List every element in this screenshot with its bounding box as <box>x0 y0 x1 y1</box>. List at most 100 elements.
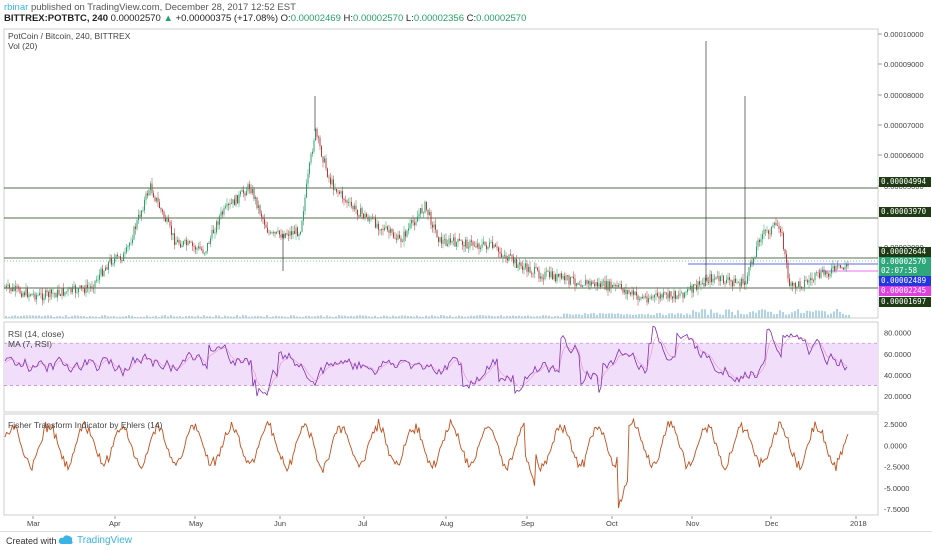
candle-body <box>393 232 394 238</box>
candle-body <box>168 218 169 222</box>
volume-bar <box>578 314 580 318</box>
candle-body <box>10 288 12 292</box>
candle-body <box>15 286 16 291</box>
candle-body <box>196 247 198 250</box>
candle-body <box>406 230 408 237</box>
chart-area[interactable]: 0.00010000 0.00009000 0.00008000 0.00007000… <box>0 26 932 531</box>
candle-body <box>63 288 64 296</box>
candle-body <box>33 293 34 295</box>
volume-bar <box>782 311 784 318</box>
volume-bar <box>617 313 619 318</box>
candle-body <box>561 273 562 279</box>
candle-body <box>402 241 403 242</box>
candle-body <box>226 204 228 207</box>
candle-body <box>159 202 160 209</box>
candle-body <box>777 225 778 226</box>
candle-body <box>349 201 351 203</box>
time-axis-label: Mar <box>27 519 40 528</box>
volume-bar <box>737 310 739 318</box>
tradingview-logo[interactable]: TradingView <box>58 534 132 546</box>
volume-bar <box>656 313 658 318</box>
volume-bar <box>77 315 79 318</box>
volume-bar <box>527 315 529 318</box>
candle-body <box>244 193 246 196</box>
candle-body <box>133 226 135 240</box>
volume-bar <box>371 316 373 318</box>
candle-body <box>100 268 102 275</box>
candle-body <box>583 285 585 286</box>
candle-body <box>99 274 100 280</box>
volume-bar <box>401 315 403 318</box>
candle-body <box>42 293 43 301</box>
volume-bar <box>299 316 301 318</box>
candle-body <box>801 286 802 288</box>
candle-body <box>598 283 600 287</box>
candle-body <box>684 292 685 298</box>
volume-bar <box>764 309 766 318</box>
volume-bar <box>389 316 391 318</box>
volume-bar <box>506 315 508 318</box>
volume-bar <box>788 314 790 318</box>
chart-canvas[interactable]: 0.00010000 0.00009000 0.00008000 0.00007000… <box>0 26 932 531</box>
price-axis-label: 0.00006000 <box>884 151 924 160</box>
volume-bar <box>539 316 541 318</box>
candle-body <box>126 247 127 253</box>
candle-body <box>844 266 846 270</box>
volume-bar <box>797 309 799 318</box>
candle-body <box>805 280 807 281</box>
author-link[interactable]: rbinar <box>4 2 29 13</box>
candle-body <box>574 278 576 286</box>
candle-body <box>807 280 808 283</box>
volume-bar <box>770 311 772 318</box>
volume-bar <box>104 315 106 318</box>
candle-body <box>46 290 48 293</box>
candle-body <box>325 158 327 169</box>
candle-body <box>688 289 690 290</box>
candle-body <box>235 195 237 206</box>
volume-bar <box>635 314 637 318</box>
volume-bar <box>743 314 745 318</box>
candle-body <box>819 272 820 278</box>
candle-body <box>442 239 444 244</box>
volume-label: Vol (20) <box>8 41 38 51</box>
candle-body <box>718 276 720 282</box>
candle-body <box>487 246 489 249</box>
candle-body <box>730 279 732 282</box>
candle-body <box>678 295 679 297</box>
candle-body <box>328 176 330 178</box>
candle-body <box>745 283 747 285</box>
candle-body <box>630 292 631 295</box>
candle-body <box>213 229 214 234</box>
candle-body <box>537 267 538 271</box>
candle-body <box>445 239 447 246</box>
candle-body <box>39 293 40 296</box>
volume-bar <box>530 316 532 318</box>
candle-body <box>492 241 493 248</box>
price-pane <box>3 28 879 319</box>
candle-body <box>538 270 540 279</box>
candle-body <box>405 231 406 237</box>
rsi-axis-label: 40.0000 <box>884 371 911 380</box>
candle-body <box>186 239 187 246</box>
candle-body <box>423 212 424 214</box>
volume-bar <box>407 316 409 318</box>
volume-bar <box>116 316 118 318</box>
candle-body <box>469 240 471 248</box>
volume-bar <box>245 315 247 318</box>
volume-bar <box>566 313 568 318</box>
candle-body <box>421 208 423 213</box>
volume-bar <box>188 315 190 318</box>
candle-body <box>22 292 24 297</box>
candle-body <box>117 254 118 257</box>
candle-body <box>330 177 331 185</box>
volume-bar <box>170 315 172 318</box>
volume-bar <box>341 315 343 318</box>
volume-bar <box>359 315 361 318</box>
volume-bar <box>62 316 64 318</box>
volume-bar <box>668 313 670 318</box>
volume-bar <box>302 316 304 318</box>
candle-body <box>279 230 280 235</box>
candle-body <box>615 285 616 286</box>
candle-body <box>282 233 283 238</box>
volume-bar <box>17 316 19 318</box>
